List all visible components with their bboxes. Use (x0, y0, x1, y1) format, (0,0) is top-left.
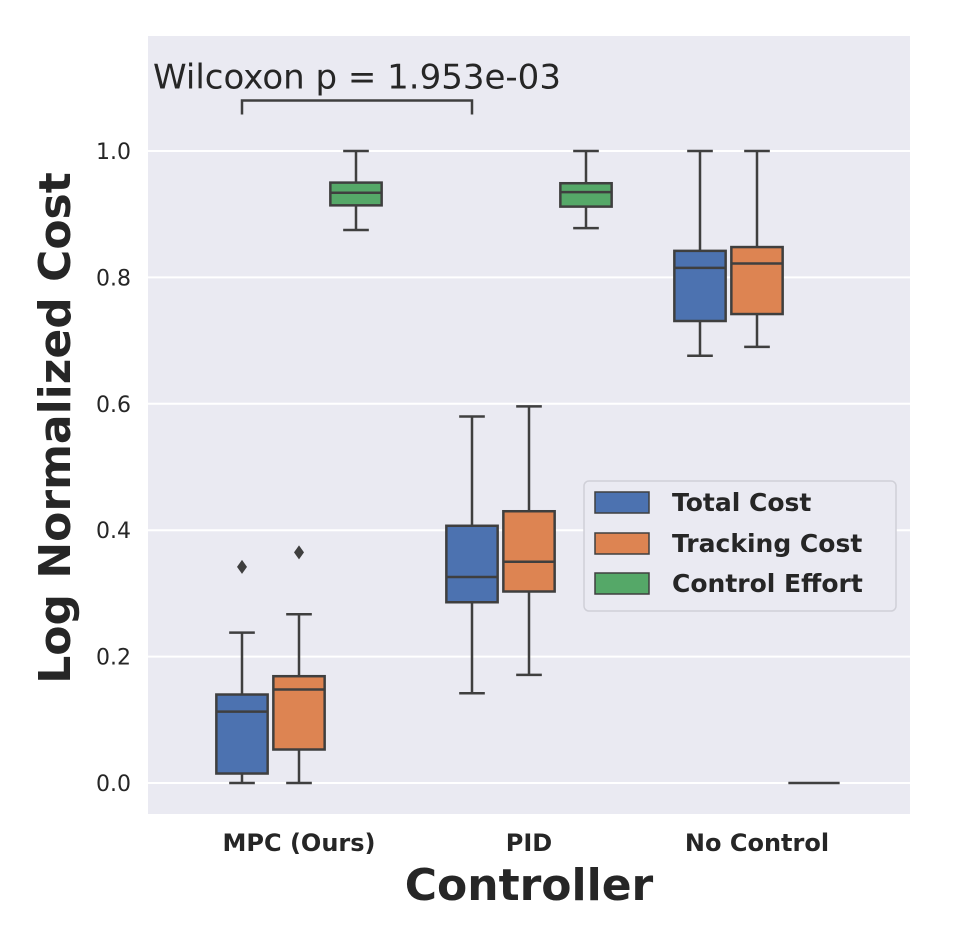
x-tick-label: No Control (685, 829, 829, 857)
legend: Total Cost Tracking Cost Control Effort (583, 480, 897, 612)
x-tick-label: PID (506, 829, 552, 857)
legend-swatch-tracking-cost (594, 532, 650, 555)
box-body (559, 181, 613, 208)
legend-label-total-cost: Total Cost (672, 488, 811, 517)
significance-bracket (240, 99, 474, 115)
x-tick-labels: MPC (Ours) PID No Control (223, 829, 830, 857)
box-body (502, 509, 556, 593)
y-tick-label: 0.4 (96, 519, 131, 544)
legend-swatch-total-cost (594, 491, 650, 514)
y-axis-title: Log Normalized Cost (30, 172, 81, 684)
y-tick-label: 0.6 (96, 393, 131, 418)
x-axis-title: Controller (405, 860, 654, 911)
legend-frame (583, 480, 897, 612)
box-tracking-cost (272, 545, 326, 785)
x-tick-label: MPC (Ours) (223, 829, 376, 857)
box-body (445, 524, 499, 604)
box-total-cost (445, 415, 499, 695)
box-body (272, 674, 326, 751)
outlier-marker (294, 545, 304, 560)
y-tick-label: 0.8 (96, 266, 131, 291)
box-body (673, 249, 727, 323)
box-tracking-cost (730, 149, 784, 349)
box-tracking-cost (502, 405, 556, 677)
box-total-cost (215, 559, 269, 785)
box-total-cost (673, 149, 727, 358)
y-tick-label: 0.2 (96, 646, 131, 671)
y-tick-label: 0.0 (96, 772, 131, 797)
significance-label: Wilcoxon p = 1.953e-03 (153, 57, 561, 97)
boxes (215, 149, 840, 785)
y-tick-labels: 0.0 0.2 0.4 0.6 0.8 1.0 (96, 140, 131, 797)
y-tick-label: 1.0 (96, 140, 131, 165)
legend-label-control-effort: Control Effort (672, 569, 863, 598)
box-body (730, 245, 784, 316)
legend-label-tracking-cost: Tracking Cost (672, 529, 862, 558)
significance-annotation: Wilcoxon p = 1.953e-03 (153, 57, 561, 115)
legend-swatch-control-effort (594, 572, 650, 595)
box-control-effort (559, 149, 613, 230)
box-control-effort (329, 149, 383, 232)
box-body (329, 181, 383, 207)
box-body (215, 693, 269, 775)
outlier-marker (237, 559, 247, 574)
